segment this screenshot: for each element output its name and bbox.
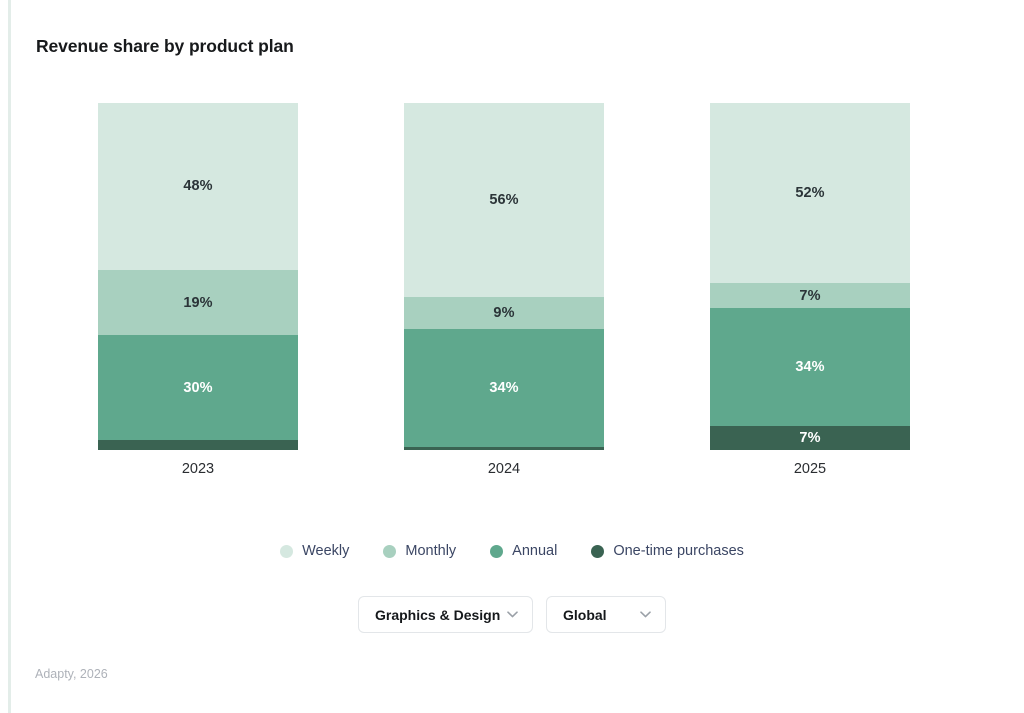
segment-value-label: 30% [183, 379, 213, 396]
segment-annual-2023: 30% [98, 335, 298, 440]
segment-value-label: 52% [795, 185, 825, 202]
legend-swatch-icon [383, 544, 397, 558]
stacked-bar-2024: 56% 9% 34% [404, 103, 604, 450]
legend-item-one-time-purchases: One-time purchases [591, 543, 744, 559]
segment-monthly-2024: 9% [404, 297, 604, 329]
legend-item-monthly: Monthly [383, 543, 456, 559]
segment-value-label: 48% [183, 178, 213, 195]
segment-value-label: 19% [183, 294, 213, 311]
segment-one-time-purchases-2024 [404, 446, 604, 450]
segment-one-time-purchases-2025: 7% [710, 425, 910, 450]
stacked-bar-chart: 48% 19% 30% 2023 56% 9% 34% 2024 52% 7% 34% 7% 2025 [98, 103, 910, 477]
segment-value-label: 56% [489, 192, 519, 209]
segment-one-time-purchases-2023 [98, 439, 298, 450]
legend-label: Annual [512, 543, 558, 559]
x-axis-label-2023: 2023 [181, 461, 215, 477]
bar-group-2024: 56% 9% 34% 2024 [404, 103, 604, 477]
x-axis-label-2024: 2024 [487, 461, 521, 477]
segment-value-label: 34% [795, 358, 825, 375]
stacked-bar-2023: 48% 19% 30% [98, 103, 298, 450]
bar-group-2025: 52% 7% 34% 7% 2025 [710, 103, 910, 477]
category-dropdown[interactable]: Graphics & Design [358, 596, 533, 633]
page-title: Revenue share by product plan [36, 36, 294, 56]
segment-value-label: 9% [493, 304, 515, 321]
segment-weekly-2024: 56% [404, 103, 604, 298]
legend-item-weekly: Weekly [280, 543, 349, 559]
source-caption: Adapty, 2026 [35, 667, 108, 681]
legend-swatch-icon [490, 544, 504, 558]
bar-group-2023: 48% 19% 30% 2023 [98, 103, 298, 477]
chevron-down-icon [640, 611, 651, 618]
legend-label: One-time purchases [613, 543, 744, 559]
x-axis-label-2025: 2025 [793, 461, 827, 477]
segment-weekly-2023: 48% [98, 103, 298, 270]
segment-annual-2024: 34% [404, 328, 604, 447]
legend-label: Weekly [302, 543, 350, 559]
segment-monthly-2023: 19% [98, 269, 298, 336]
segment-value-label: 7% [799, 287, 821, 304]
region-dropdown[interactable]: Global [546, 596, 666, 633]
chevron-down-icon [507, 611, 518, 618]
legend-swatch-icon [280, 544, 294, 558]
segment-monthly-2025: 7% [710, 283, 910, 308]
segment-value-label: 34% [489, 379, 519, 396]
page-left-edge-divider [8, 0, 11, 713]
legend-label: Monthly [405, 543, 457, 559]
category-dropdown-value: Graphics & Design [375, 606, 501, 623]
legend-swatch-icon [591, 544, 605, 558]
stacked-bar-2025: 52% 7% 34% 7% [710, 103, 910, 450]
segment-weekly-2025: 52% [710, 103, 910, 284]
chart-legend: Weekly Monthly Annual One-time purchases [0, 543, 1024, 559]
legend-item-annual: Annual [490, 543, 557, 559]
segment-value-label: 7% [799, 429, 821, 446]
region-dropdown-value: Global [563, 606, 607, 623]
segment-annual-2025: 34% [710, 307, 910, 426]
filter-row: Graphics & Design Global [0, 596, 1024, 633]
